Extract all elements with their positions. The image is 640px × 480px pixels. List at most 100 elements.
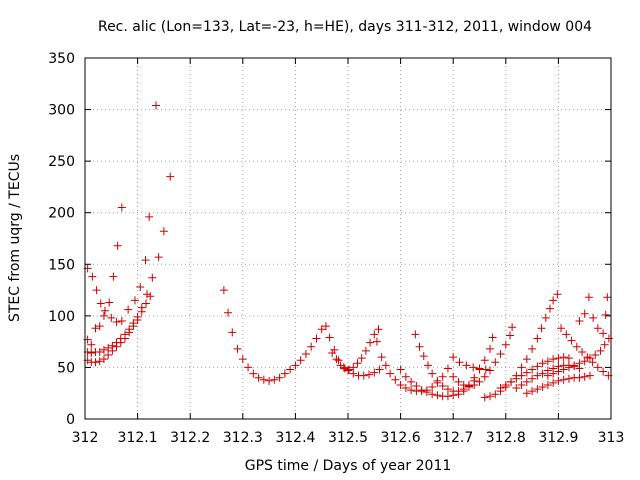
data-point [537,324,546,333]
y-tick-label: 250 [48,154,75,170]
data-point [600,340,609,349]
data-point [130,296,139,305]
data-point [449,353,458,362]
y-tick-label: 350 [48,51,75,67]
data-point [522,368,531,377]
data-point [417,386,426,395]
data-point [107,313,116,322]
data-point [454,387,463,396]
data-point [433,376,442,385]
data-point [541,313,550,322]
data-point [419,352,428,361]
data-point [265,376,274,385]
data-point [538,359,547,368]
data-point [361,346,370,355]
data-point [146,292,155,301]
data-point [584,293,593,302]
data-point [601,310,610,319]
x-tick-label: 312.8 [486,430,526,446]
data-point [533,362,542,371]
data-point [470,380,479,389]
y-tick-label: 200 [48,206,75,222]
data-point [593,363,602,372]
data-point [95,322,104,331]
data-point [301,350,310,359]
data-point [219,286,228,295]
data-point [349,369,358,378]
data-point [480,356,489,365]
x-axis-label: GPS time / Days of year 2011 [245,458,452,474]
data-point [481,365,490,374]
data-point [507,377,516,386]
data-point [365,370,374,379]
data-point [391,375,400,384]
data-point [228,328,237,337]
data-point [589,313,598,322]
data-point [599,367,608,376]
y-tick-label: 300 [48,103,75,119]
x-tick-label: 313 [598,430,625,446]
grid-lines [85,58,611,419]
data-point [570,361,579,370]
data-point [286,365,295,374]
data-point [428,369,437,378]
data-point [553,290,562,299]
data-point [166,172,175,181]
data-point [125,328,134,337]
data-points [83,101,613,402]
data-point [462,361,471,370]
data-point [95,347,104,356]
data-point [92,286,101,295]
data-point [152,101,161,110]
data-point [564,363,573,372]
data-point [99,355,108,364]
y-tick-label: 100 [48,309,75,325]
data-point [129,322,138,331]
data-point [528,344,537,353]
data-point [325,333,334,342]
data-point [104,351,113,360]
x-tick-label: 312.7 [433,430,473,446]
data-point [443,392,452,401]
data-point [321,322,330,331]
data-point [575,359,584,368]
data-point [543,380,552,389]
data-point [159,227,168,236]
y-tick-label: 150 [48,257,75,273]
data-point [411,330,420,339]
data-point [580,357,589,366]
data-point [270,375,279,384]
x-tick-label: 312.3 [223,430,263,446]
data-point [438,381,447,390]
data-point [506,331,515,340]
data-point [603,293,612,302]
data-point [604,334,613,343]
x-tick-label: 312.5 [328,430,368,446]
data-point [423,361,432,370]
data-point [334,356,343,365]
data-point [559,365,568,374]
data-point [486,392,495,401]
data-point [396,380,405,389]
data-point [459,380,468,389]
data-point [549,369,558,378]
data-point [486,344,495,353]
data-point [244,363,253,372]
data-point [275,373,284,382]
y-tick-labels: 0 50 100 150 200 250 300 350 [48,51,75,428]
data-point [517,380,526,389]
data-point [428,383,437,392]
data-point [307,342,316,351]
data-point [443,385,452,394]
data-point [564,374,573,383]
data-point [88,272,97,281]
data-point [370,368,379,377]
data-point [113,241,122,250]
data-point [567,336,576,345]
data-point [528,374,537,383]
data-point [528,387,537,396]
data-point [259,375,268,384]
data-point [580,309,589,318]
data-point [133,315,142,324]
data-point [238,355,247,364]
